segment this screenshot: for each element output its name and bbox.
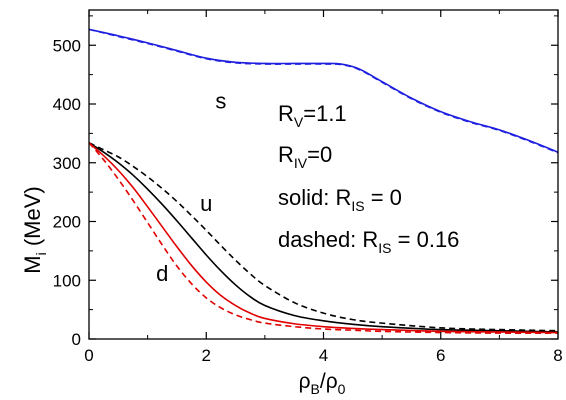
series-u-dashed-line xyxy=(88,142,559,332)
series-s-solid-line xyxy=(88,28,559,153)
series-s-dashed-line xyxy=(88,28,559,154)
x-tick-label: 2 xyxy=(202,346,211,365)
curve-label-u: u xyxy=(200,191,212,216)
tick-layer: 0 2 4 6 8 0 100 200 300 400 500 xyxy=(53,10,563,365)
curve-label-s: s xyxy=(215,89,226,114)
y-tick-label: 500 xyxy=(53,36,81,55)
x-tick-label: 6 xyxy=(436,346,445,365)
annotation-dashed: dashed: RIS = 0.16 xyxy=(278,227,459,256)
curve-label-d: d xyxy=(156,261,168,286)
curve-label-layer: s u d xyxy=(156,89,226,286)
y-tick-label: 0 xyxy=(72,330,81,349)
annotation-solid: solid: RIS = 0 xyxy=(278,185,402,214)
x-axis-title: ρB/ρ0 xyxy=(299,370,346,397)
x-tick-label: 0 xyxy=(84,346,93,365)
y-tick-label: 300 xyxy=(53,154,81,173)
series-d-solid-line xyxy=(88,142,559,334)
y-tick-label: 100 xyxy=(53,271,81,290)
series-layer xyxy=(88,28,559,334)
plot-frame xyxy=(88,9,559,340)
x-tick-label: 4 xyxy=(319,346,328,365)
y-tick-label: 200 xyxy=(53,213,81,232)
x-tick-label: 8 xyxy=(553,346,562,365)
annotation-rv: RV=1.1 xyxy=(278,101,347,130)
annotation-riv: RIV=0 xyxy=(278,142,332,171)
series-u-solid-line xyxy=(88,142,559,333)
y-axis-title: Mi (MeV) xyxy=(20,186,49,273)
series-d-dashed-line xyxy=(88,142,559,334)
y-tick-label: 400 xyxy=(53,95,81,114)
